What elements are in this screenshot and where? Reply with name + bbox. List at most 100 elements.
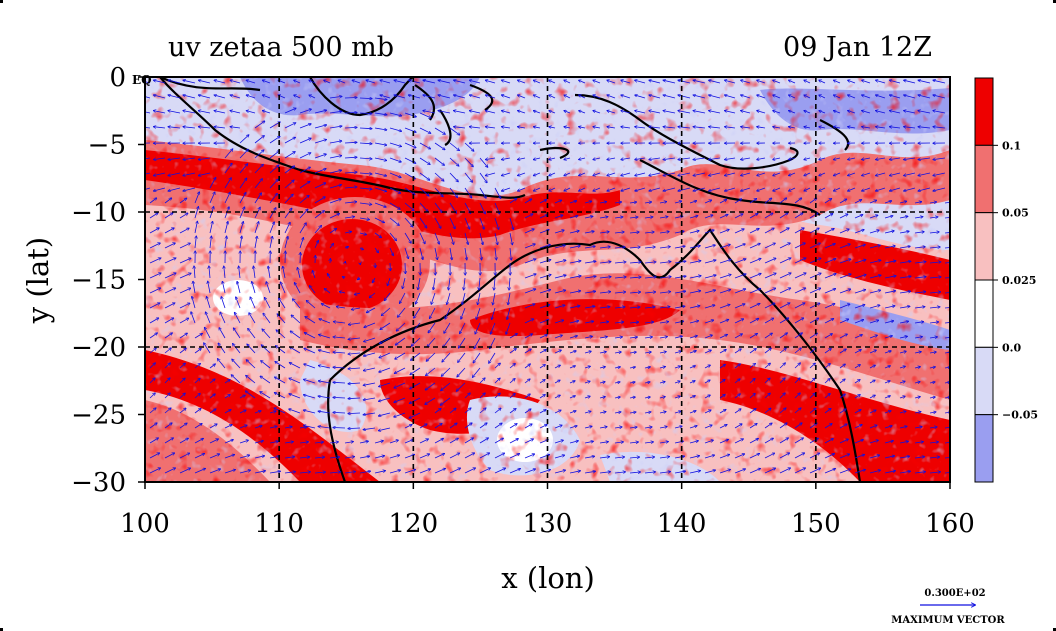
wind-vector	[789, 187, 796, 191]
wind-vector	[431, 292, 436, 304]
wind-vector	[338, 80, 346, 84]
wind-vector	[359, 203, 372, 205]
wind-vector	[262, 111, 271, 114]
wind-vector	[389, 142, 401, 147]
wind-vector	[929, 217, 938, 218]
wind-vector	[649, 187, 661, 191]
wind-vector	[224, 192, 230, 204]
wind-vector	[239, 222, 243, 234]
wind-vector	[314, 169, 326, 174]
wind-vector	[884, 246, 895, 249]
wind-vector	[929, 202, 937, 203]
wind-vector	[276, 346, 286, 354]
wind-vector	[194, 207, 198, 219]
wind-vector	[635, 187, 646, 191]
wind-vector	[209, 178, 216, 189]
wind-vector	[344, 157, 357, 158]
wind-vector	[794, 213, 803, 219]
wind-vector	[428, 322, 436, 333]
wind-vector	[734, 244, 745, 249]
wind-vector	[904, 80, 916, 84]
wind-vector	[509, 232, 512, 245]
wind-vector	[757, 172, 766, 176]
wind-vector	[719, 215, 728, 219]
wind-vector	[269, 194, 277, 204]
wind-vector	[419, 142, 430, 149]
wind-vector	[389, 247, 393, 256]
wind-vector	[509, 277, 510, 290]
wind-vector	[824, 229, 834, 234]
wind-vector	[230, 111, 241, 114]
wind-vector	[179, 198, 187, 204]
wind-vector	[400, 292, 406, 303]
wind-vector	[179, 318, 189, 324]
colorbar-label: 0.05	[1002, 207, 1029, 220]
wind-vector	[929, 322, 939, 323]
colorbar: 0.1 0.05 0.025 0.0 −0.05	[974, 77, 1038, 483]
wind-vector	[524, 319, 534, 324]
wind-vector	[269, 165, 279, 174]
wind-vector	[149, 198, 157, 204]
wind-vector	[183, 127, 196, 128]
wind-vector	[269, 208, 276, 219]
wind-vector	[389, 202, 400, 209]
wind-vector	[719, 230, 729, 234]
wind-vector	[329, 185, 341, 189]
colorbar-label: 0.1	[1002, 139, 1021, 152]
wind-vector	[192, 297, 196, 309]
wind-vector	[145, 126, 151, 129]
wind-vector	[265, 298, 271, 309]
wind-vector	[434, 127, 445, 134]
wind-vector	[194, 192, 199, 204]
wind-vector	[890, 172, 901, 176]
wind-vector	[324, 80, 331, 84]
colorbar-segment	[974, 144, 994, 214]
wind-vector	[549, 172, 556, 176]
wind-vector	[629, 217, 638, 218]
wind-vector	[464, 277, 465, 290]
wind-vector	[819, 127, 826, 128]
wind-vector	[333, 322, 346, 323]
wind-vector	[389, 232, 396, 241]
wind-vector	[757, 158, 766, 160]
wind-vector	[659, 262, 671, 263]
colorbar-label: 0.0	[1002, 341, 1021, 354]
wind-vector	[359, 158, 372, 159]
wind-vector	[145, 157, 151, 160]
wind-vector	[479, 217, 484, 229]
wind-vector	[869, 245, 880, 249]
wind-vector	[869, 275, 881, 279]
wind-vector	[554, 320, 564, 324]
vector-key-label: MAXIMUM VECTOR	[891, 615, 1005, 626]
wind-vector	[674, 276, 686, 279]
wind-vector	[899, 201, 907, 203]
wind-vector	[164, 303, 175, 309]
wind-vector	[809, 228, 819, 234]
wind-vector	[704, 200, 712, 204]
wind-vector	[502, 158, 511, 160]
wind-vector	[599, 337, 607, 338]
wind-vector	[929, 337, 937, 338]
wind-vector	[663, 187, 676, 191]
wind-vector	[533, 187, 541, 191]
wind-vector	[359, 173, 372, 174]
wind-vector	[283, 266, 286, 279]
wind-vector	[279, 298, 286, 309]
wind-vector	[207, 297, 211, 309]
wind-vector	[206, 312, 211, 324]
wind-vector	[834, 95, 841, 99]
wind-vector	[884, 216, 893, 219]
wind-vector	[524, 229, 534, 234]
wind-vector	[834, 111, 841, 114]
wind-vector	[299, 181, 310, 189]
wind-vector	[890, 187, 901, 191]
wind-vector	[709, 127, 721, 128]
wind-vector	[914, 277, 926, 278]
wind-vector	[704, 290, 716, 294]
wind-vector	[709, 111, 721, 114]
wind-vector	[434, 187, 443, 197]
y-tick-label: −15	[71, 266, 126, 296]
wind-vector	[749, 214, 758, 219]
wind-vector	[569, 246, 580, 249]
